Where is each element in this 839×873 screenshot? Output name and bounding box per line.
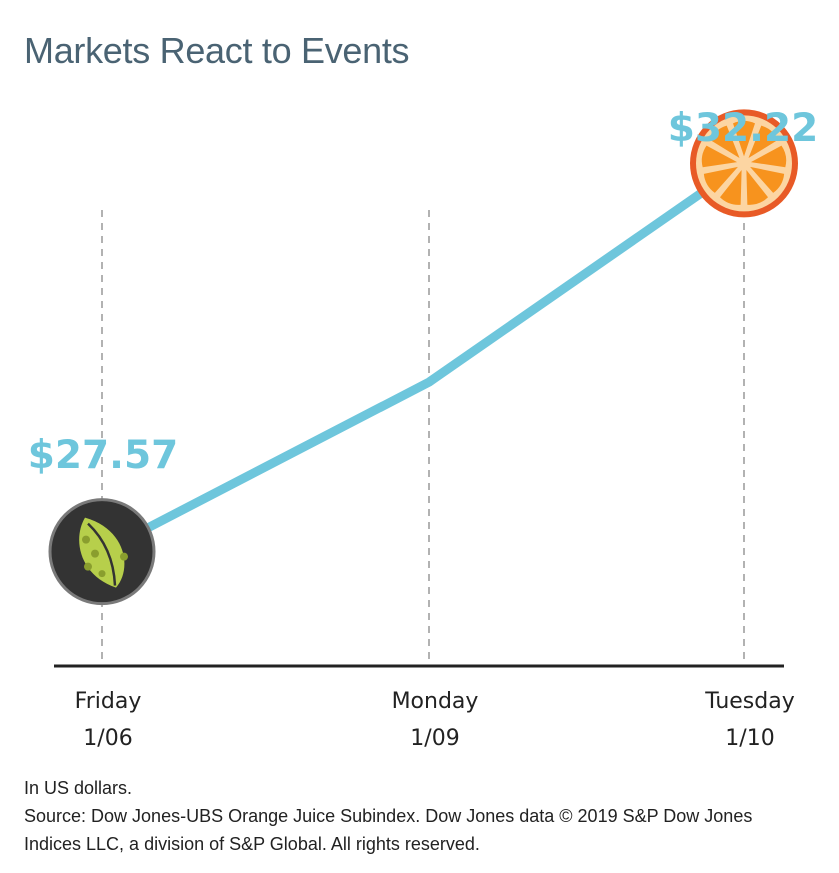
series-line (97, 158, 749, 557)
orange-segment-0 (733, 120, 755, 157)
price-label-0: $27.57 (28, 433, 179, 478)
price-label-2: $32.22 (668, 106, 819, 151)
orange-segment-2 (750, 145, 787, 168)
source-line-1: Source: Dow Jones-UBS Orange Juice Subin… (24, 806, 753, 826)
chart-title: Markets React to Events (24, 30, 410, 71)
units-note: In US dollars. (24, 778, 133, 798)
x-axis-labels: Friday 1/06 Monday 1/09 Tuesday 1/10 (75, 689, 795, 751)
x-label-date-0: 1/06 (83, 726, 132, 751)
chart-notes: In US dollars. Source: Dow Jones-UBS Ora… (24, 774, 752, 858)
vertical-gridlines (101, 210, 745, 666)
x-label-day-2: Tuesday (704, 689, 795, 714)
orange-segment-5 (719, 169, 742, 205)
x-label-date-2: 1/10 (725, 726, 774, 751)
leaf-icon (48, 498, 156, 606)
orange-segment-4 (746, 169, 769, 205)
orange-segment-8 (709, 125, 740, 159)
orange-segment-1 (748, 125, 779, 159)
orange-slice-icon (690, 109, 798, 218)
source-line-2: Indices LLC, a division of S&P Global. A… (24, 834, 480, 854)
orange-segment-6 (703, 166, 738, 193)
orange-segments (701, 120, 787, 205)
orange-segment-3 (750, 166, 785, 193)
orange-segment-7 (701, 145, 738, 168)
x-label-day-0: Friday (75, 689, 142, 714)
x-label-date-1: 1/09 (410, 726, 459, 751)
price-labels: $27.57 $32.22 (28, 106, 819, 478)
x-label-day-1: Monday (392, 689, 479, 714)
